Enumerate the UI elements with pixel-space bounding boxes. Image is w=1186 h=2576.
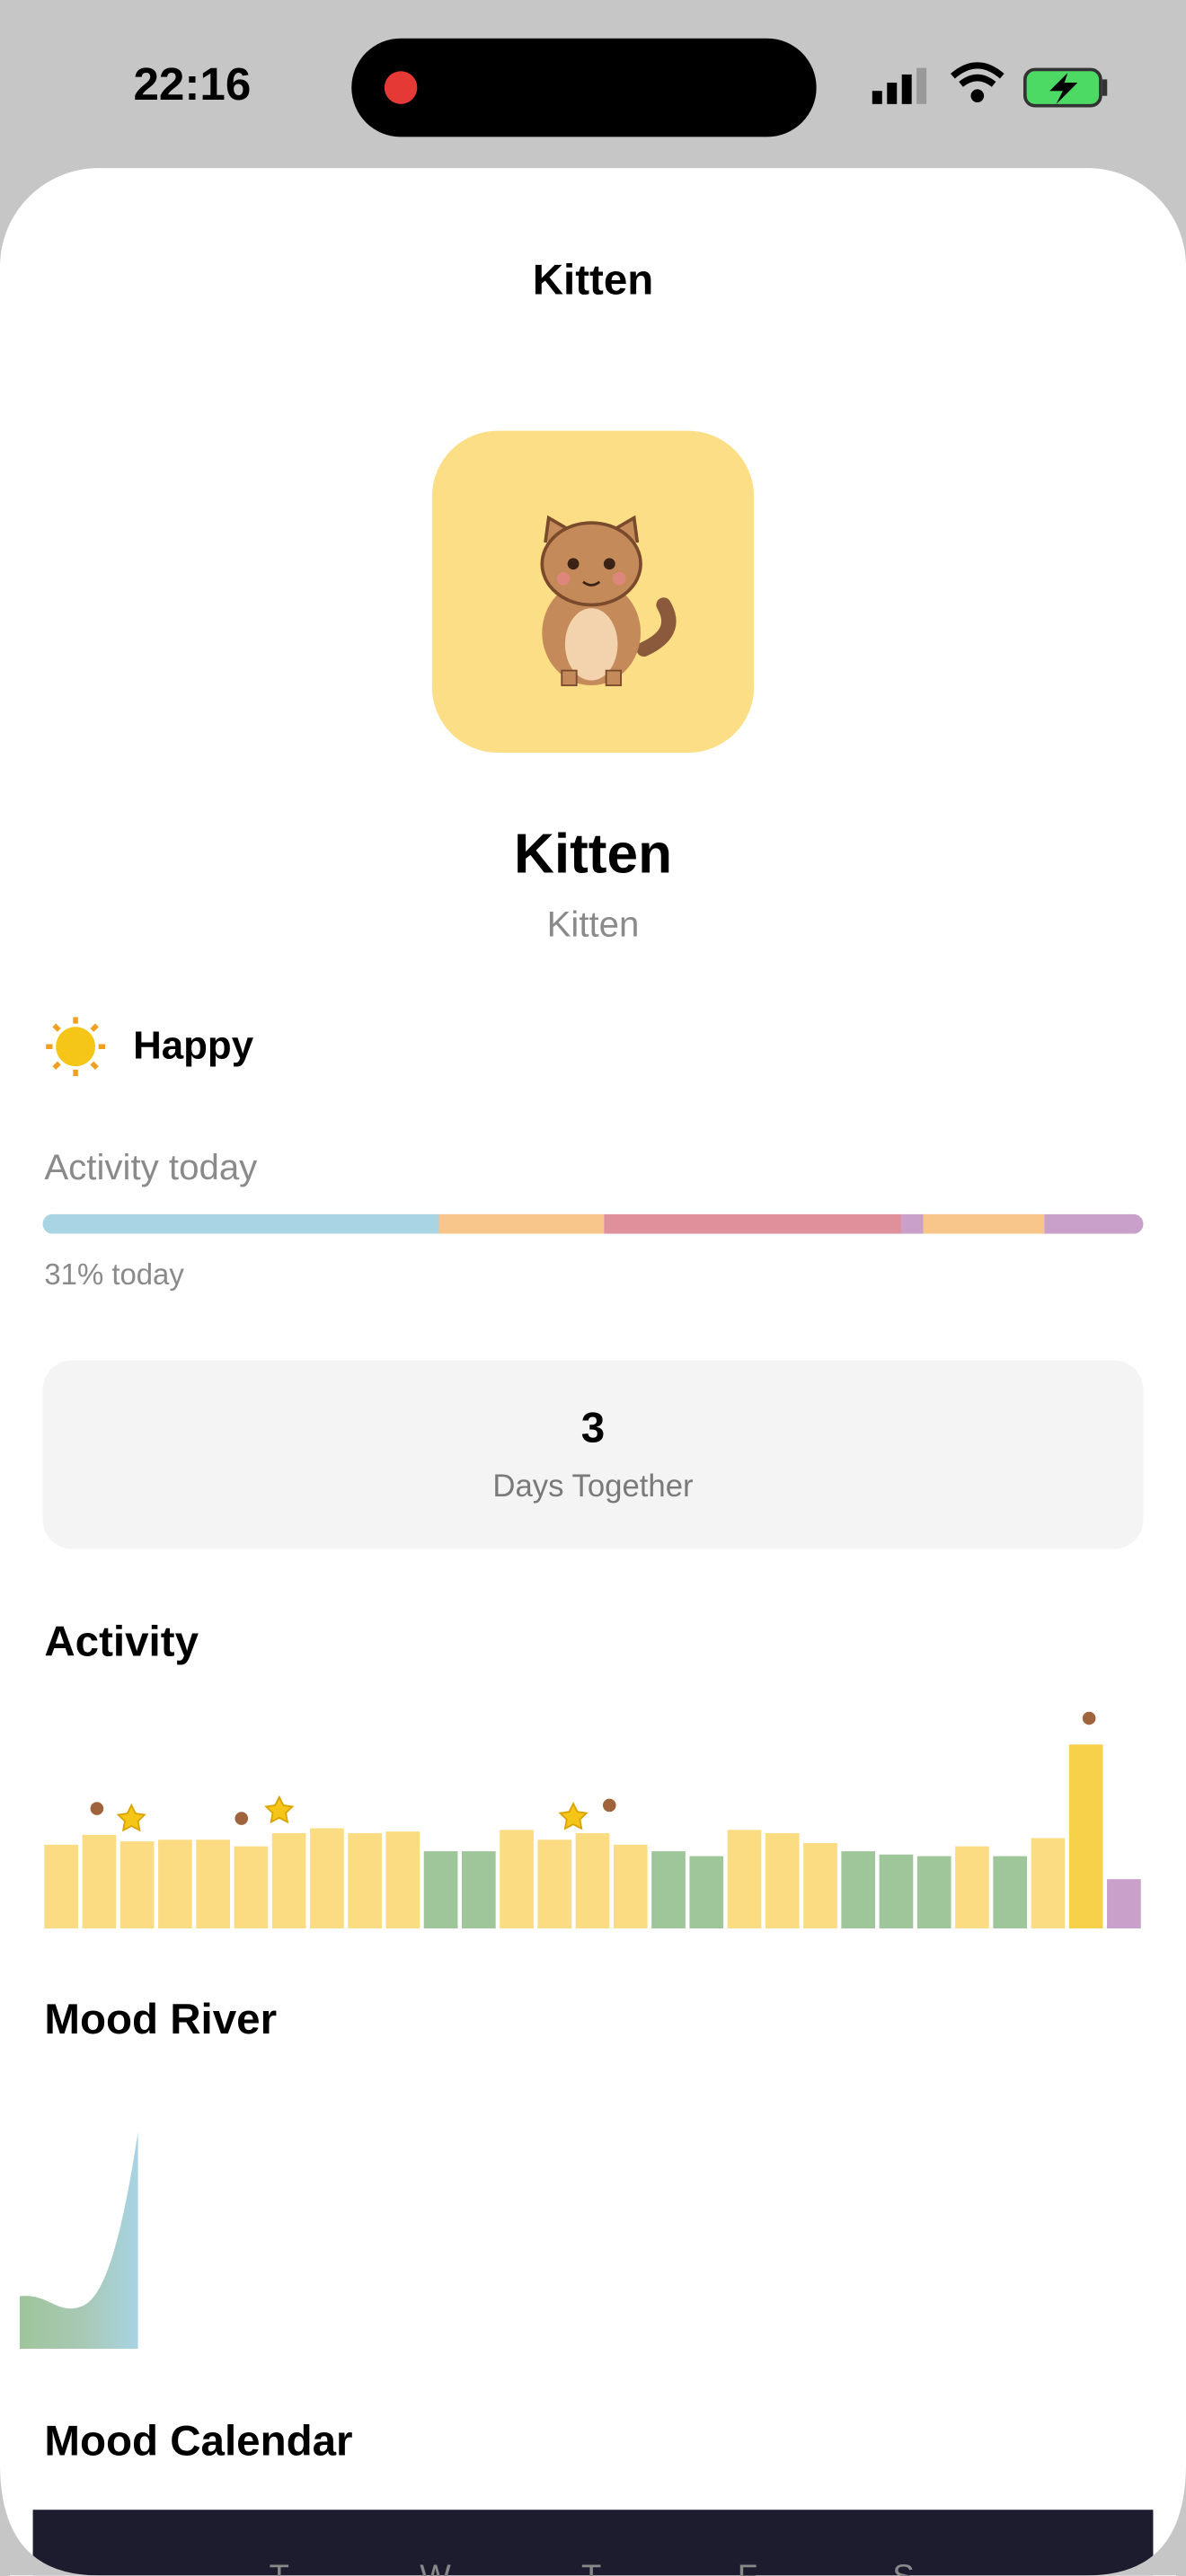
activity-bar <box>613 1844 648 1929</box>
activity-bar <box>651 1851 686 1929</box>
activity-bar <box>196 1839 230 1929</box>
activity-bar <box>271 1832 306 1929</box>
activity-progress <box>42 1213 1144 1234</box>
weekday-label: S <box>892 2558 914 2576</box>
activity-bar <box>803 1842 837 1929</box>
activity-bar <box>575 1832 610 1929</box>
weekday-label: W <box>420 2558 451 2576</box>
progress-segment <box>923 1213 1045 1234</box>
pet-species: Kitten <box>547 904 640 944</box>
activity-bar <box>1107 1879 1141 1929</box>
sun-icon <box>46 1017 106 1077</box>
activity-bar <box>689 1856 724 1929</box>
stats-card <box>42 1360 1144 1549</box>
activity-bar <box>385 1831 420 1929</box>
stats-label: Days Together <box>492 1469 693 1504</box>
pet-name: Kitten <box>514 823 672 885</box>
activity-bar <box>423 1851 458 1929</box>
activity-bar <box>119 1841 155 1929</box>
activity-bar <box>461 1851 496 1929</box>
activity-bar <box>993 1856 1028 1929</box>
mood-river-area <box>19 2131 138 2350</box>
mood-label: Happy <box>133 1024 254 1068</box>
activity-bar <box>310 1828 344 1929</box>
weekday-label: T <box>270 2558 289 2576</box>
dynamic-island <box>351 38 817 137</box>
activity-bar <box>348 1832 382 1929</box>
weekday-label: T <box>581 2558 601 2576</box>
cat-avatar <box>540 515 677 686</box>
activity-badges <box>90 1711 1096 1832</box>
activity-bar <box>1068 1744 1103 1929</box>
activity-today-caption: 31% today <box>44 1257 184 1291</box>
progress-segment <box>42 1213 439 1234</box>
stats-value: 3 <box>581 1405 605 1452</box>
activity-today-label: Activity today <box>44 1147 258 1187</box>
activity-bar <box>158 1839 192 1929</box>
calendar-panel <box>32 2510 1154 2576</box>
status-icons <box>872 62 1108 108</box>
progress-segment <box>604 1213 901 1234</box>
activity-bar <box>82 1834 117 1929</box>
activity-bar <box>44 1844 79 1929</box>
record-dot <box>384 71 418 104</box>
weekday-row: TWTFS <box>270 2558 915 2576</box>
activity-bar <box>1031 1838 1066 1929</box>
weekday-label: F <box>738 2558 757 2576</box>
activity-bar <box>916 1856 951 1929</box>
activity-bar <box>727 1830 762 1929</box>
progress-segment <box>438 1213 605 1234</box>
activity-bar <box>955 1846 989 1929</box>
activity-bar <box>537 1839 572 1929</box>
nav-title: Kitten <box>533 257 654 304</box>
activity-bar <box>765 1832 800 1929</box>
status-time: 22:16 <box>133 58 251 110</box>
activity-bar <box>234 1846 269 1929</box>
activity-bar <box>841 1851 876 1929</box>
section-title: Mood Calendar <box>44 2418 352 2466</box>
progress-segment <box>900 1213 924 1234</box>
activity-bar <box>500 1830 534 1929</box>
progress-segment <box>1044 1213 1144 1234</box>
activity-bar <box>879 1854 914 1929</box>
section-title: Activity <box>44 1618 199 1665</box>
section-title: Mood River <box>44 1996 277 2043</box>
activity-bars <box>44 1744 1141 1929</box>
